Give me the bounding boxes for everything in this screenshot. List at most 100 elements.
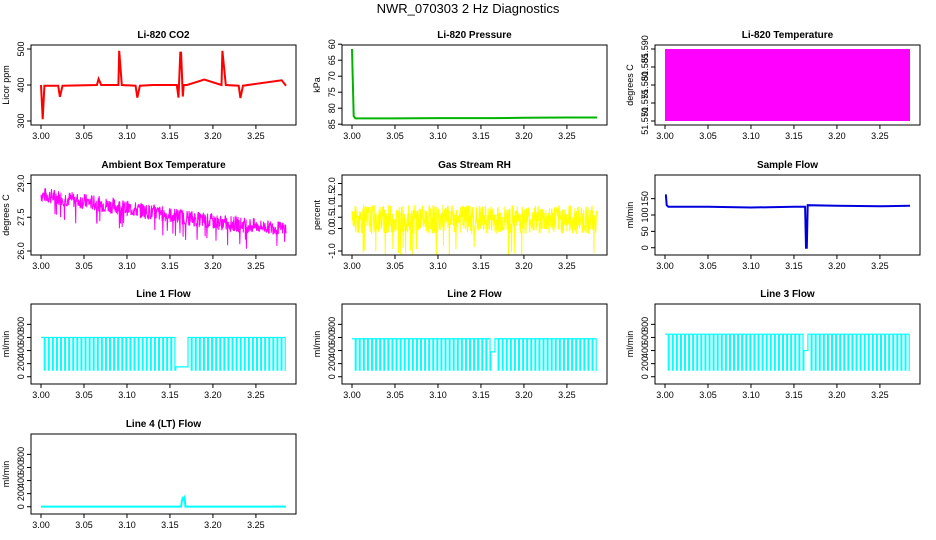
- chart-panel-sample: Sample Flow ml/min 3.00 3.05 3.10 3.15 3.20 3.2…: [625, 160, 921, 271]
- y-axis-label-temperature: degrees C: [625, 64, 635, 106]
- y-tick-label-line2: 200: [327, 356, 337, 371]
- chart-panel-line3: Line 3 Flow ml/min 3.00 3.05 3.10 3.15 3.20 3.2…: [625, 289, 921, 400]
- x-tick-label-co2: 3.10: [118, 131, 136, 141]
- x-tick-label-line1: 3.10: [118, 390, 136, 400]
- y-tick-label-temperature: 51.575: [640, 89, 650, 117]
- y-tick-label-rh: 0.0: [327, 222, 337, 235]
- series-line3: [665, 333, 910, 371]
- plot-frame-line3: [654, 303, 921, 385]
- y-tick-label-rh: -1.0: [327, 243, 337, 259]
- y-tick-label-sample: 150: [640, 191, 650, 206]
- x-tick-label-line2: 3.25: [558, 390, 576, 400]
- x-tick-label-line1: 3.05: [75, 390, 93, 400]
- plot-frame-pressure: [341, 44, 608, 126]
- series-line1: [41, 336, 286, 371]
- plot-frame-line2: [341, 303, 608, 385]
- y-tick-label-line3: 400: [640, 343, 650, 358]
- data-line-sample: [664, 194, 911, 249]
- plot-frame-ambient: [30, 174, 297, 256]
- chart-panel-pressure: Li-820 Pressure kPa 3.00 3.05 3.10 3.15 3.20 3.…: [312, 30, 608, 141]
- x-tick-label-pressure: 3.15: [472, 131, 490, 141]
- data-line-line3: [665, 333, 910, 371]
- x-tick-label-ambient: 3.15: [161, 261, 179, 271]
- x-tick-label-sample: 3.00: [656, 261, 674, 271]
- y-tick-label-sample: 100: [640, 207, 650, 222]
- y-tick-label-ambient: 26.0: [16, 242, 26, 260]
- y-axis-label-line4: ml/min: [1, 461, 11, 488]
- x-tick-label-line4: 3.15: [161, 520, 179, 530]
- y-tick-label-line2: 0: [327, 374, 337, 379]
- x-tick-label-line4: 3.25: [247, 520, 265, 530]
- y-tick-label-pressure: 65: [327, 55, 337, 65]
- y-tick-label-ambient: 29.0: [16, 175, 26, 193]
- x-tick-label-rh: 3.15: [472, 261, 490, 271]
- y-axis-label-line3: ml/min: [625, 331, 635, 358]
- data-line-line1: [41, 336, 286, 371]
- data-line-pressure: [351, 48, 597, 120]
- y-tick-label-line1: 0: [16, 374, 26, 379]
- x-tick-label-rh: 3.00: [343, 261, 361, 271]
- x-tick-label-line4: 3.00: [32, 520, 50, 530]
- series-temperature: [665, 49, 910, 121]
- chart-title-line4: Line 4 (LT) Flow: [126, 419, 202, 430]
- x-tick-label-sample: 3.20: [828, 261, 846, 271]
- y-tick-label-temperature: 51.580: [640, 71, 650, 99]
- x-tick-label-co2: 3.20: [204, 131, 222, 141]
- x-tick-label-temperature: 3.05: [699, 131, 717, 141]
- x-tick-label-rh: 3.25: [558, 261, 576, 271]
- y-tick-label-pressure: 85: [327, 119, 337, 129]
- x-tick-label-ambient: 3.25: [247, 261, 265, 271]
- y-tick-label-pressure: 80: [327, 103, 337, 113]
- x-tick-label-pressure: 3.10: [429, 131, 447, 141]
- plot-frame-rh: [341, 174, 608, 256]
- x-tick-label-temperature: 3.25: [871, 131, 889, 141]
- x-tick-label-rh: 3.20: [515, 261, 533, 271]
- y-tick-label-sample: 50: [640, 226, 650, 236]
- chart-panel-co2: Li-820 CO2 Licor ppm 3.00 3.05 3.10 3.15 3.20 3…: [1, 30, 297, 141]
- x-tick-label-line2: 3.00: [343, 390, 361, 400]
- y-tick-label-line2: 800: [327, 317, 337, 332]
- y-axis-label-pressure: kPa: [312, 77, 322, 93]
- chart-panel-rh: Gas Stream RH percent 3.00 3.05 3.10 3.15 3.20…: [312, 160, 608, 271]
- x-tick-label-line3: 3.10: [742, 390, 760, 400]
- y-axis-label-line2: ml/min: [312, 331, 322, 358]
- y-tick-label-line3: 200: [640, 356, 650, 371]
- series-sample: [664, 194, 911, 249]
- y-tick-label-line3: 0: [640, 374, 650, 379]
- x-tick-label-sample: 3.05: [699, 261, 717, 271]
- y-tick-label-line3: 600: [640, 330, 650, 345]
- x-tick-label-line3: 3.15: [785, 390, 803, 400]
- chart-title-line3: Line 3 Flow: [760, 289, 815, 300]
- chart-panel-line4: Line 4 (LT) Flow ml/min 3.00 3.05 3.10 3.15 3.…: [1, 419, 297, 530]
- chart-title-sample: Sample Flow: [757, 160, 818, 171]
- x-tick-label-co2: 3.00: [32, 131, 50, 141]
- plot-frame-line4: [30, 433, 297, 515]
- x-tick-label-line4: 3.05: [75, 520, 93, 530]
- series-ambient: [40, 188, 287, 249]
- chart-title-co2: Li-820 CO2: [137, 30, 190, 41]
- x-tick-label-line3: 3.00: [656, 390, 674, 400]
- series-line4: [41, 493, 286, 508]
- y-tick-label-co2: 300: [16, 113, 26, 128]
- chart-title-line2: Line 2 Flow: [447, 289, 502, 300]
- x-tick-label-line2: 3.05: [386, 390, 404, 400]
- y-tick-label-rh: 0.5: [327, 211, 337, 224]
- x-tick-label-sample: 3.15: [785, 261, 803, 271]
- y-tick-label-pressure: 75: [327, 87, 337, 97]
- x-tick-label-temperature: 3.20: [828, 131, 846, 141]
- data-band-temperature: [665, 49, 910, 121]
- x-tick-label-line3: 3.25: [871, 390, 889, 400]
- chart-title-ambient: Ambient Box Temperature: [101, 160, 226, 171]
- x-tick-label-line2: 3.10: [429, 390, 447, 400]
- x-tick-label-pressure: 3.25: [558, 131, 576, 141]
- x-tick-label-ambient: 3.05: [75, 261, 93, 271]
- x-tick-label-line2: 3.15: [472, 390, 490, 400]
- x-tick-label-ambient: 3.10: [118, 261, 136, 271]
- data-line-line4: [41, 493, 286, 508]
- y-tick-label-pressure: 70: [327, 71, 337, 81]
- y-axis-label-ambient: degrees C: [1, 194, 11, 236]
- chart-panel-line2: Line 2 Flow ml/min 3.00 3.05 3.10 3.15 3.20 3.2…: [312, 289, 608, 400]
- chart-panel-line1: Line 1 Flow ml/min 3.00 3.05 3.10 3.15 3.20 3.2…: [1, 289, 297, 400]
- chart-title-pressure: Li-820 Pressure: [437, 30, 512, 41]
- x-tick-label-line1: 3.20: [204, 390, 222, 400]
